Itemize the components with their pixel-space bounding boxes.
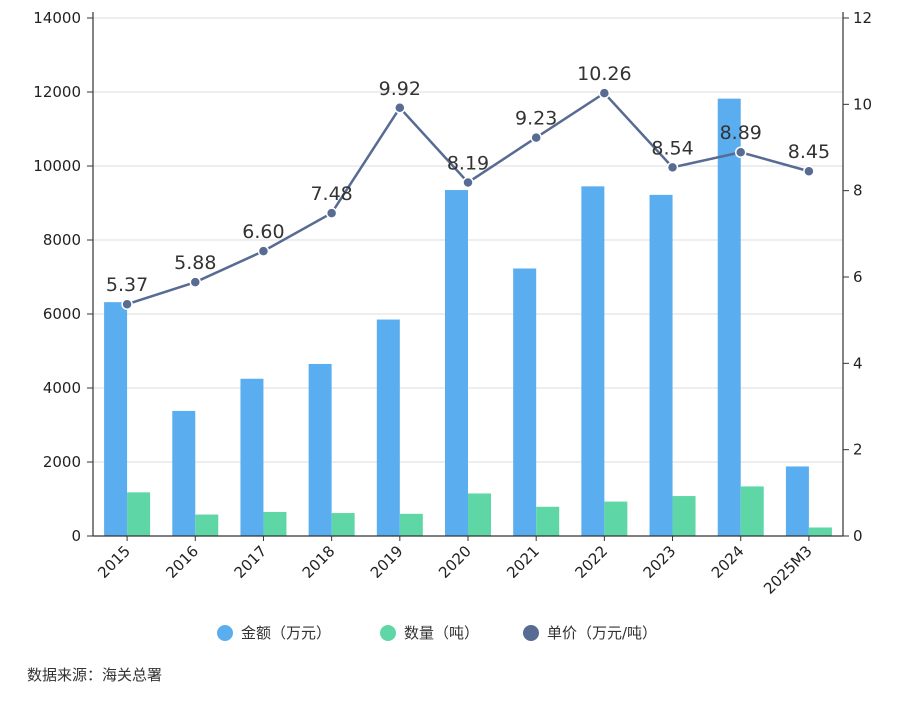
legend-label: 数量（吨）: [404, 624, 479, 642]
y-left-tick-label: 0: [71, 527, 81, 545]
bar-amount: [172, 410, 196, 536]
bars: [104, 98, 832, 537]
price-data-label: 9.23: [515, 108, 557, 130]
bar-quantity: [740, 486, 764, 536]
x-tick-label: 2019: [367, 542, 407, 582]
y-left-tick-label: 10000: [33, 157, 81, 175]
x-tick-label: 2018: [299, 542, 339, 582]
x-tick-label: 2020: [435, 542, 475, 582]
price-data-label: 6.60: [242, 221, 284, 243]
price-data-label: 9.92: [379, 78, 421, 100]
y-right-tick-label: 8: [853, 182, 863, 200]
legend-label: 单价（万元/吨）: [547, 624, 657, 642]
x-tick-label: 2016: [162, 542, 202, 582]
bar-amount: [649, 194, 673, 537]
bar-amount: [308, 363, 332, 536]
legend-label: 金额（万元）: [241, 624, 331, 642]
y-right-tick-label: 0: [853, 527, 863, 545]
bar-quantity: [808, 527, 832, 536]
price-data-label: 8.54: [651, 137, 693, 159]
price-data-label: 5.37: [106, 274, 148, 296]
y-left-tick-label: 2000: [43, 453, 81, 471]
price-point: [257, 245, 270, 257]
bar-quantity: [195, 514, 219, 536]
x-tick-label: 2021: [503, 542, 543, 582]
bar-amount: [240, 378, 264, 536]
y-right-tick-label: 12: [853, 9, 872, 27]
x-tick-label: 2022: [571, 542, 611, 582]
bar-quantity: [263, 511, 287, 536]
bar-amount: [581, 186, 605, 536]
price-data-label: 8.89: [720, 122, 762, 144]
price-data-label: 5.88: [174, 252, 216, 274]
x-tick-label: 2017: [231, 542, 271, 582]
bar-amount: [376, 319, 400, 536]
price-data-label: 7.48: [310, 183, 352, 205]
price-point: [666, 161, 679, 174]
price-line-path: [126, 91, 810, 306]
y-left-tick-label: 6000: [43, 305, 81, 323]
price-point: [325, 207, 338, 219]
bar-quantity: [604, 501, 628, 536]
price-line: [121, 87, 815, 310]
bar-amount: [104, 302, 128, 536]
price-point: [598, 87, 611, 99]
data-labels: 5.37 5.88 6.60 7.48 9.92 8.19 9.23 10.26 8.54 8.8…: [106, 63, 830, 296]
price-data-label: 8.45: [788, 141, 830, 163]
price-data-label: 10.26: [577, 63, 631, 85]
bar-amount: [785, 466, 809, 536]
price-data-label: 8.19: [447, 152, 489, 174]
bar-amount: [717, 98, 741, 536]
price-point: [734, 146, 747, 158]
y-right-tick-label: 2: [853, 441, 863, 459]
legend: 金额（万元） 数量（吨） 单价（万元/吨）: [217, 624, 657, 642]
bar-amount: [513, 268, 537, 536]
y-right-tick-label: 10: [853, 95, 872, 113]
y-left-tick-label: 4000: [43, 379, 81, 397]
price-point: [803, 165, 815, 177]
y-left-tick-label: 14000: [33, 9, 81, 27]
price-point: [121, 298, 133, 310]
price-point: [394, 102, 406, 114]
legend-marker: [523, 625, 539, 641]
bar-amount: [445, 190, 468, 537]
y-left-tick-label: 12000: [33, 83, 81, 101]
price-point: [462, 176, 474, 189]
x-tick-label: 2024: [708, 542, 748, 582]
x-tick-label: 2023: [640, 542, 680, 582]
x-tick-label: 2025M3: [760, 542, 816, 598]
y-left-tick-label: 8000: [43, 231, 81, 249]
legend-marker: [380, 625, 396, 641]
bar-quantity: [399, 513, 423, 536]
x-tick-label: 2015: [94, 542, 134, 582]
y-right-tick-label: 6: [853, 268, 863, 286]
bar-quantity: [536, 506, 560, 536]
y-right-tick-label: 4: [853, 354, 863, 372]
source-note: 数据来源：海关总署: [27, 666, 162, 684]
legend-marker: [217, 625, 233, 641]
bar-quantity: [127, 492, 151, 536]
price-point: [530, 131, 542, 144]
price-point: [189, 276, 202, 288]
bar-quantity: [331, 513, 355, 536]
bar-quantity: [672, 496, 696, 536]
bar-quantity: [468, 493, 491, 536]
